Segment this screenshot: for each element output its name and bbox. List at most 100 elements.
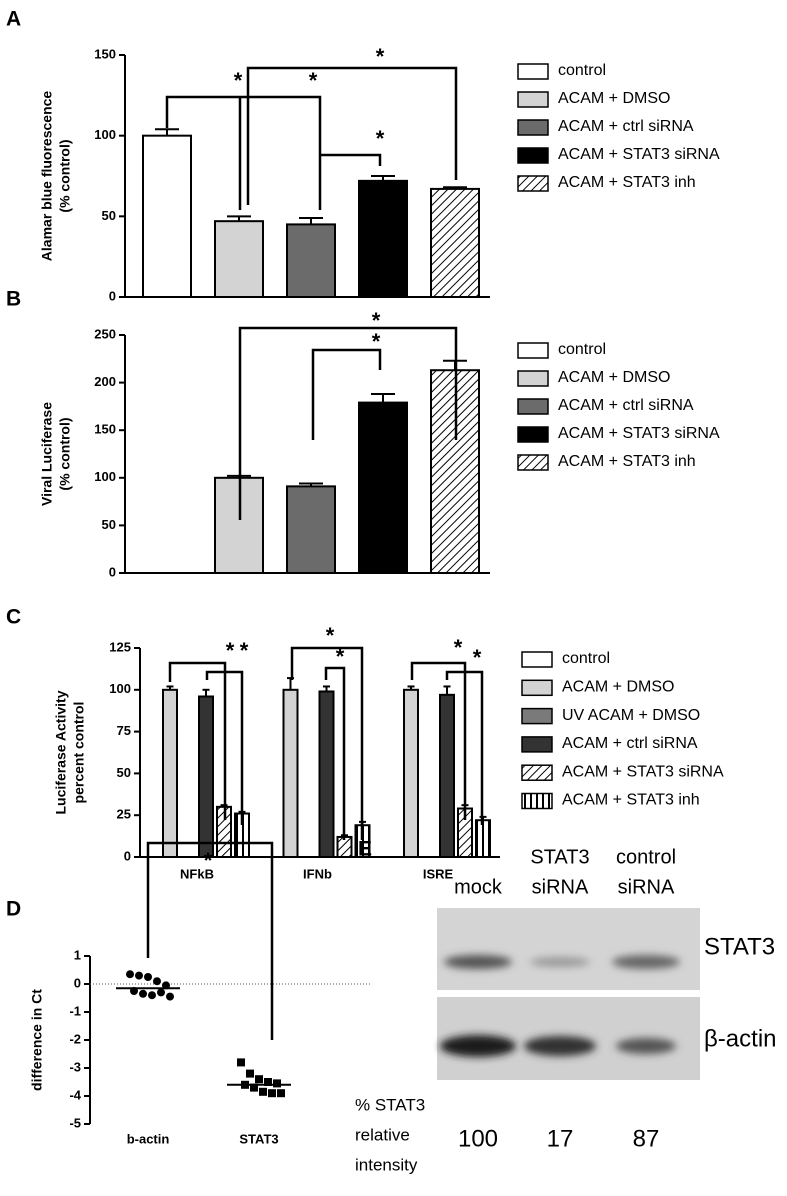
y-axis-label: Luciferase Activity	[53, 690, 69, 814]
legend-label: ACAM + DMSO	[558, 369, 670, 386]
legend-swatch	[521, 792, 553, 810]
bar	[403, 688, 419, 858]
legend-swatch	[517, 147, 549, 164]
bar	[358, 401, 408, 575]
bar	[142, 134, 192, 298]
lane-label: mock	[454, 876, 503, 898]
significance-bracket	[205, 670, 244, 825]
legend-swatch	[521, 679, 553, 697]
y-tick-label: 50	[102, 517, 116, 532]
lane-label: siRNA	[618, 876, 675, 898]
y-axis-label: (% control)	[57, 139, 73, 212]
blot-image	[437, 908, 700, 1080]
y-tick-label: 100	[94, 469, 116, 484]
legend-label: ACAM + ctrl siRNA	[558, 397, 694, 414]
bar	[286, 485, 336, 575]
significance-bracket	[165, 95, 322, 210]
legend-swatch	[517, 370, 549, 387]
intensity-value: 17	[547, 1125, 574, 1152]
significance-star: *	[372, 329, 381, 354]
significance-star: *	[234, 68, 243, 93]
significance-star: *	[240, 638, 249, 663]
y-tick-label: 150	[94, 46, 116, 61]
panel-letter: C	[6, 606, 21, 629]
legend-label: ACAM + STAT3 siRNA	[558, 146, 720, 163]
point	[237, 1058, 245, 1067]
legend-swatch	[517, 426, 549, 443]
y-tick-label: 100	[109, 681, 131, 696]
intensity-value: 100	[458, 1125, 498, 1152]
point	[144, 973, 152, 981]
y-tick-label: -3	[69, 1059, 81, 1074]
significance-bracket	[410, 661, 467, 820]
legend-swatch	[517, 175, 549, 192]
significance-bracket	[311, 348, 382, 440]
significance-star: *	[326, 623, 335, 648]
panel-letter: A	[6, 8, 21, 31]
y-tick-label: 200	[94, 374, 116, 389]
panel-letter: E	[358, 838, 372, 861]
point	[277, 1089, 285, 1098]
legend-label: control	[558, 341, 606, 358]
significance-bracket	[324, 666, 346, 840]
quant-label: relative	[355, 1125, 410, 1144]
y-tick-label: 100	[94, 127, 116, 142]
legend-swatch	[517, 63, 549, 80]
legend-label: ACAM + STAT3 inh	[562, 792, 700, 809]
legend-swatch	[521, 736, 553, 753]
legend-swatch	[517, 342, 549, 359]
x-tick-label: NFkB	[180, 866, 214, 881]
quant-label: intensity	[355, 1155, 418, 1174]
x-tick-label: IFNb	[303, 866, 332, 881]
y-tick-label: -5	[69, 1115, 81, 1130]
band-label: STAT3	[704, 933, 775, 960]
legend-swatch	[517, 454, 549, 471]
legend-label: ACAM + ctrl siRNA	[558, 118, 694, 135]
significance-bracket	[290, 646, 364, 840]
legend-label: ACAM + STAT3 siRNA	[562, 763, 724, 780]
legend-label: ACAM + DMSO	[562, 679, 674, 696]
significance-star: *	[336, 644, 345, 669]
band-label: β-actin	[704, 1025, 777, 1052]
y-tick-label: -2	[69, 1031, 81, 1046]
bar	[318, 690, 335, 858]
y-axis-label: Alamar blue fluorescence	[39, 91, 55, 262]
y-tick-label: 0	[109, 564, 116, 579]
legend-swatch	[517, 119, 549, 136]
bar	[214, 220, 264, 299]
significance-bracket	[238, 326, 458, 520]
point	[148, 991, 156, 1000]
point	[135, 971, 143, 980]
legend-label: ACAM + STAT3 siRNA	[558, 425, 720, 442]
bar	[430, 187, 480, 298]
quant-label: % STAT3	[355, 1095, 425, 1114]
bar	[282, 688, 299, 858]
lane-label: control	[616, 846, 676, 868]
lane-label: siRNA	[532, 876, 589, 898]
significance-star: *	[376, 44, 385, 69]
legend-swatch	[521, 651, 553, 668]
point	[250, 1083, 258, 1092]
point	[166, 992, 174, 1001]
point	[264, 1078, 272, 1086]
significance-bracket	[320, 153, 382, 166]
y-axis-label: difference in Ct	[29, 989, 45, 1091]
y-tick-label: 125	[109, 639, 131, 654]
legend-swatch	[517, 91, 549, 108]
bar	[162, 688, 178, 858]
point	[255, 1075, 263, 1084]
y-tick-label: 0	[74, 975, 81, 990]
significance-bracket	[168, 661, 227, 820]
y-tick-label: 75	[117, 723, 131, 738]
legend-label: UV ACAM + DMSO	[562, 707, 700, 724]
y-tick-label: 250	[94, 326, 116, 341]
bar	[198, 695, 214, 858]
bar	[358, 179, 408, 298]
y-tick-label: 50	[117, 765, 131, 780]
point	[139, 989, 147, 998]
legend-label: ACAM + STAT3 inh	[558, 453, 696, 470]
bar	[286, 223, 336, 298]
y-tick-label: -4	[69, 1087, 81, 1102]
significance-star: *	[204, 848, 213, 873]
